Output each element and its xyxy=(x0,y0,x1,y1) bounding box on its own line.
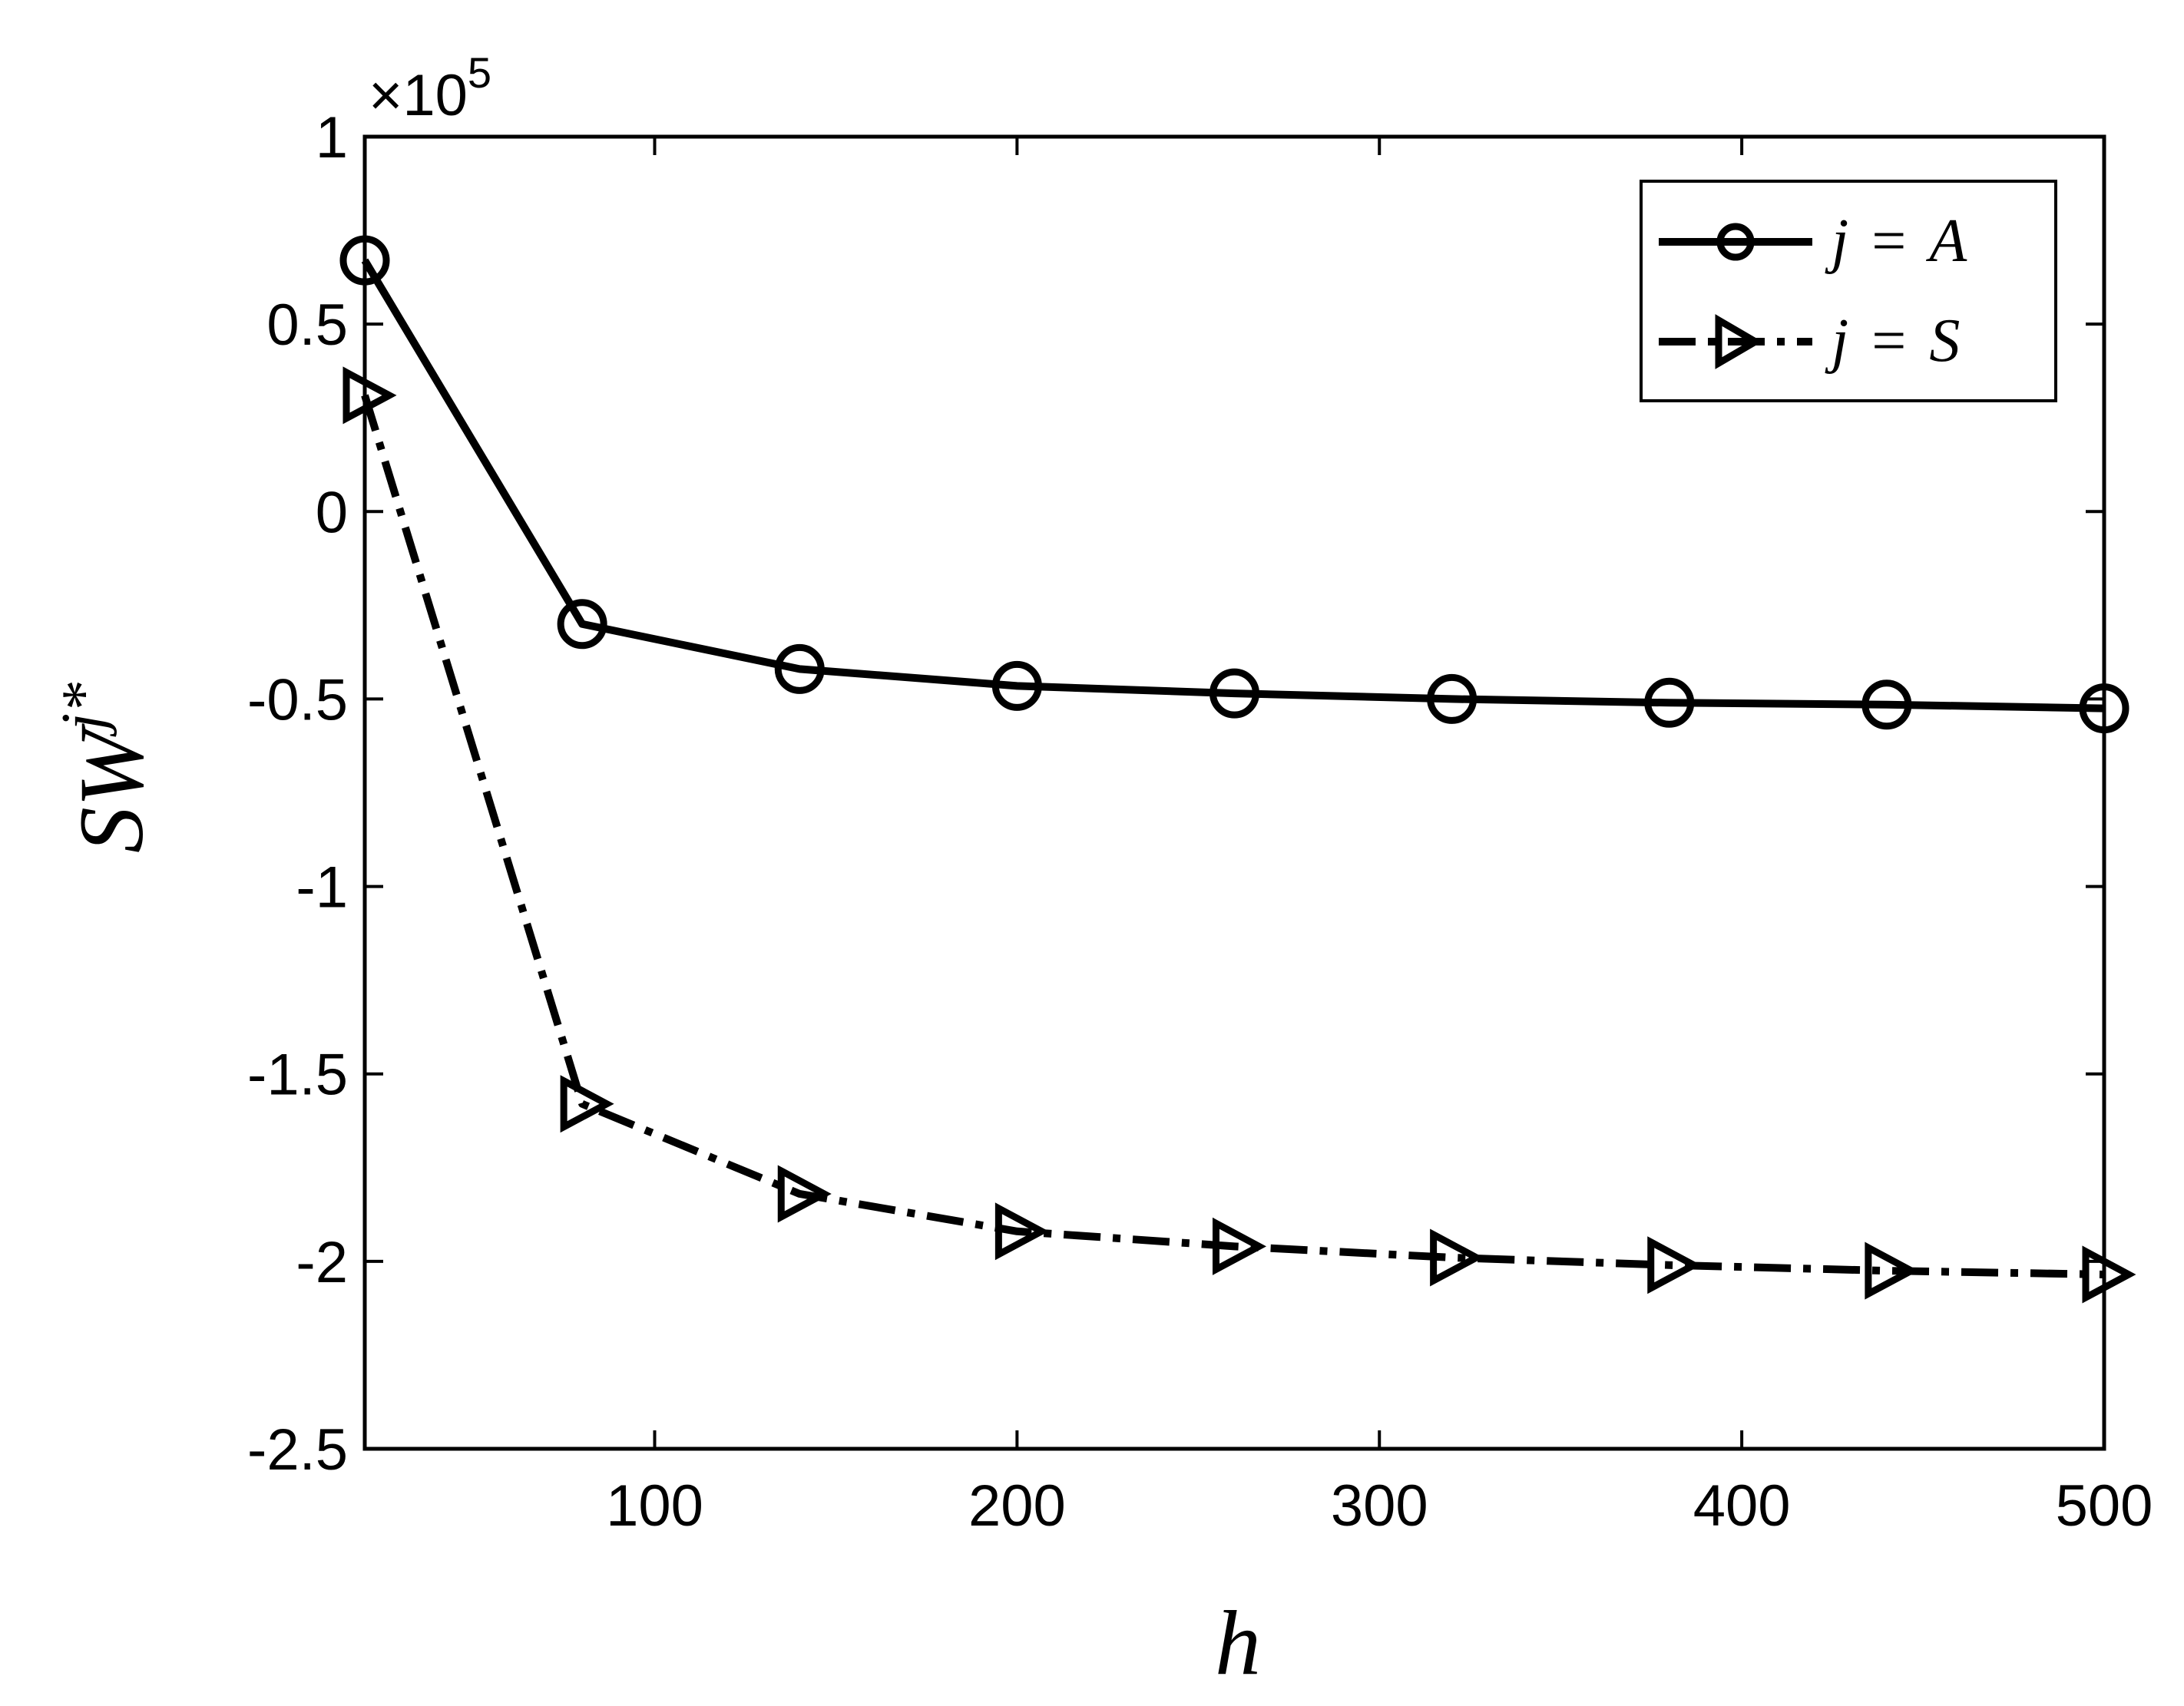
y-tick-label: -0.5 xyxy=(247,667,348,732)
data-point xyxy=(560,1075,614,1133)
y-exponent-prefix: ×10 xyxy=(369,63,468,128)
y-tick-label: -1 xyxy=(296,855,348,921)
data-point xyxy=(1644,677,1695,728)
data-point xyxy=(1213,1217,1267,1275)
y-axis-label: SWj* xyxy=(50,683,162,853)
data-point xyxy=(2082,1245,2136,1304)
data-point xyxy=(1647,1236,1702,1294)
legend-label-S-val: S xyxy=(1929,307,1960,375)
series-S xyxy=(342,366,2136,1304)
ticks-layer: 100 200 300 400 500 -2.5 -2 -1.5 -1 -0.5 0 0.5 1 xyxy=(247,105,2153,1539)
data-point xyxy=(774,643,825,694)
legend-item-A: j = A xyxy=(1659,207,1967,275)
legend-marker-circle xyxy=(1716,223,1755,261)
x-tick-label: 500 xyxy=(2056,1473,2153,1539)
data-point xyxy=(1209,668,1259,719)
y-exponent-power: 5 xyxy=(468,48,491,97)
y-tick-label: -2 xyxy=(296,1230,348,1295)
x-tick-label: 200 xyxy=(968,1473,1066,1539)
legend-marker-triangle xyxy=(1715,314,1762,369)
y-exponent-label: ×105 xyxy=(369,48,491,128)
data-point xyxy=(777,1165,832,1223)
y-tick-label: -1.5 xyxy=(247,1043,348,1108)
y-axis-label-main: SW xyxy=(60,722,162,853)
legend-label-A: j = A xyxy=(1825,207,1967,275)
x-axis-label: h xyxy=(1215,1592,1261,1694)
y-tick-label: 1 xyxy=(316,105,348,170)
x-tick-label: 400 xyxy=(1693,1473,1791,1539)
y-tick-label: 0 xyxy=(316,480,348,545)
data-point xyxy=(1861,679,1912,730)
legend-box xyxy=(1640,180,2057,402)
data-point xyxy=(1430,1228,1484,1287)
plot-frame xyxy=(362,134,2106,1451)
y-tick-label: -2.5 xyxy=(247,1417,348,1483)
series-line xyxy=(361,394,2105,1278)
series-line xyxy=(361,258,2105,712)
x-tick-label: 300 xyxy=(1331,1473,1428,1539)
legend-item-S: j = S xyxy=(1659,307,1960,375)
legend-label-A-eq: = xyxy=(1871,207,1906,275)
svg-text:SWj*: SWj* xyxy=(50,683,162,853)
data-point xyxy=(991,660,1042,711)
legend-label-A-val: A xyxy=(1925,207,1967,275)
legend-label-S: j = S xyxy=(1825,307,1960,375)
legend: j = A j = S xyxy=(1640,180,2057,402)
data-point xyxy=(557,599,607,650)
legend-label-S-eq: = xyxy=(1871,307,1906,375)
data-point xyxy=(1865,1241,1919,1300)
data-point xyxy=(994,1202,1049,1261)
x-tick-label: 100 xyxy=(606,1473,703,1539)
y-axis-label-sup: j* xyxy=(50,683,117,737)
y-tick-label: 0.5 xyxy=(266,293,348,358)
data-point xyxy=(1427,673,1478,724)
data-point xyxy=(342,366,397,425)
